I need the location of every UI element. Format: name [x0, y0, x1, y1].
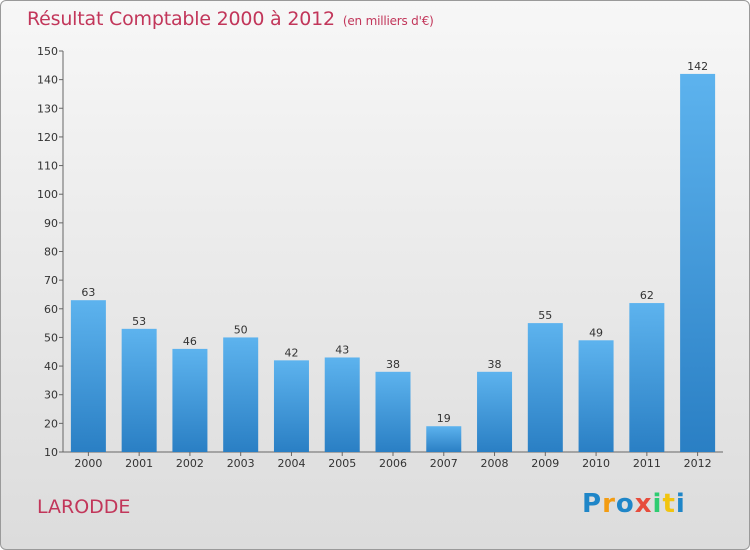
y-tick-label: 110	[37, 160, 58, 173]
bar-value-label: 43	[335, 343, 349, 356]
y-tick-label: 120	[37, 131, 58, 144]
y-tick-label: 40	[44, 360, 58, 373]
unit-note: (en milliers d'€)	[342, 14, 434, 28]
bar-value-label: 142	[687, 60, 708, 73]
bar-value-label: 19	[437, 412, 451, 425]
bar	[375, 371, 411, 452]
x-tick-label: 2012	[684, 457, 712, 470]
y-tick-label: 60	[44, 303, 58, 316]
bar	[324, 357, 360, 452]
bar	[70, 300, 106, 452]
y-tick-label: 140	[37, 74, 58, 87]
x-tick-label: 2005	[328, 457, 356, 470]
x-tick-label: 2006	[379, 457, 407, 470]
bar	[578, 340, 614, 452]
bar-value-label: 50	[234, 323, 248, 336]
bar	[121, 328, 157, 452]
bar	[273, 360, 309, 452]
bar-value-label: 55	[538, 309, 552, 322]
bar-value-label: 62	[640, 289, 654, 302]
y-tick-label: 70	[44, 274, 58, 287]
bar-value-label: 53	[132, 315, 146, 328]
y-tick-label: 130	[37, 102, 58, 115]
bar	[172, 348, 208, 452]
bar	[477, 371, 513, 452]
logo-letter: x	[634, 489, 653, 519]
bar-value-label: 46	[183, 335, 197, 348]
y-tick-label: 90	[44, 217, 58, 230]
commune-name: LARODDE	[37, 496, 131, 518]
y-tick-label: 150	[37, 45, 58, 58]
bar	[223, 337, 259, 452]
x-tick-label: 2007	[430, 457, 458, 470]
y-tick-label: 100	[37, 188, 58, 201]
logo-letter: i	[675, 489, 686, 519]
x-tick-label: 2009	[531, 457, 559, 470]
bar-value-label: 49	[589, 326, 603, 339]
logo-letter: i	[652, 489, 663, 519]
x-tick-label: 2008	[481, 457, 509, 470]
logo-letter: o	[615, 489, 635, 519]
y-tick-label: 30	[44, 389, 58, 402]
x-tick-label: 2010	[582, 457, 610, 470]
x-tick-label: 2002	[176, 457, 204, 470]
bar-value-label: 63	[81, 286, 95, 299]
proxiti-logo: Proxiti	[582, 489, 686, 519]
bar	[680, 73, 716, 453]
bar-value-label: 38	[386, 358, 400, 371]
y-tick-label: 80	[44, 246, 58, 259]
bar-value-label: 38	[488, 358, 502, 371]
chart-title-text: Résultat Comptable 2000 à 2012	[27, 8, 335, 30]
logo-letter: t	[662, 489, 676, 519]
y-tick-label: 20	[44, 417, 58, 430]
chart-title: Résultat Comptable 2000 à 2012 (en millie…	[27, 8, 434, 30]
y-tick-label: 10	[44, 446, 58, 459]
x-tick-label: 2001	[125, 457, 153, 470]
x-tick-label: 2000	[74, 457, 102, 470]
logo-letter: P	[582, 489, 603, 519]
x-tick-label: 2004	[277, 457, 305, 470]
y-tick-label: 50	[44, 331, 58, 344]
logo-letter: r	[602, 489, 616, 519]
bar	[426, 426, 462, 452]
bar-value-label: 42	[284, 346, 298, 359]
x-tick-label: 2011	[633, 457, 661, 470]
bar	[629, 303, 665, 452]
bar	[527, 323, 563, 452]
x-tick-label: 2003	[227, 457, 255, 470]
